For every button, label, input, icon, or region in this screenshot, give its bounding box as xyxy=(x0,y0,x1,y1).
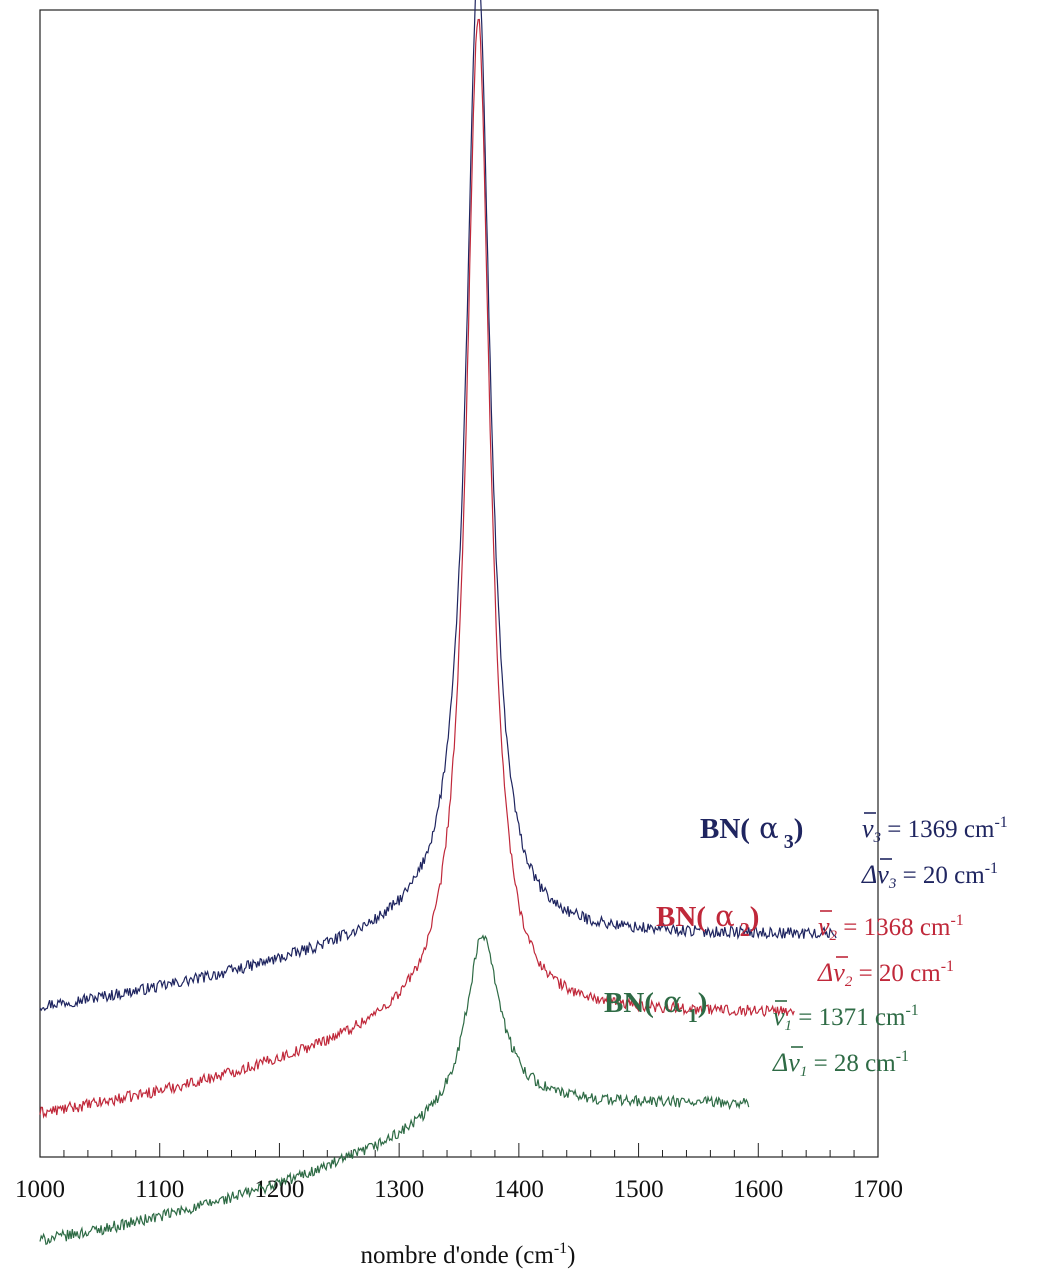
plot-frame xyxy=(39,9,879,1158)
annotation-1-1: ν1 = 1371 cm-1 xyxy=(773,1002,919,1034)
series-line-2 xyxy=(39,18,795,1119)
series-label-2: BN( α 2) xyxy=(656,899,759,941)
series-line-1 xyxy=(39,934,750,1246)
series-labels: BN( α 3) ν3 = 1369 cm-1 Δν3 = 20 cm-1 BN( α… xyxy=(604,811,1008,1080)
x-tick-label: 1600 xyxy=(733,1176,783,1203)
series-label-3: BN( α 3) xyxy=(700,811,803,853)
series-layer xyxy=(39,0,837,1246)
series-line-3 xyxy=(39,0,837,1012)
x-axis: 1000 1100 1200 1300 1400 1500 1600 1700 xyxy=(15,1143,903,1203)
plot-border xyxy=(39,9,879,1158)
series-label-1: BN( α 1) xyxy=(604,985,707,1027)
x-tick-label: 1400 xyxy=(494,1176,544,1203)
x-tick-label: 1300 xyxy=(374,1176,424,1203)
x-tick-label: 1000 xyxy=(15,1176,65,1203)
x-axis-title: nombre d'onde (cm-1) xyxy=(361,1240,576,1269)
annotation-2-1: ν2 = 1368 cm-1 xyxy=(818,912,964,944)
x-tick-label: 1100 xyxy=(135,1176,184,1203)
x-tick-label: 1500 xyxy=(614,1176,664,1203)
annotation-2-2: Δν2 = 20 cm-1 xyxy=(817,958,954,990)
x-tick-label: 1700 xyxy=(853,1176,903,1203)
annotation-3-1: ν3 = 1369 cm-1 xyxy=(862,814,1008,846)
annotation-3-2: Δν3 = 20 cm-1 xyxy=(861,860,998,892)
annotation-1-2: Δν1 = 28 cm-1 xyxy=(772,1048,909,1080)
